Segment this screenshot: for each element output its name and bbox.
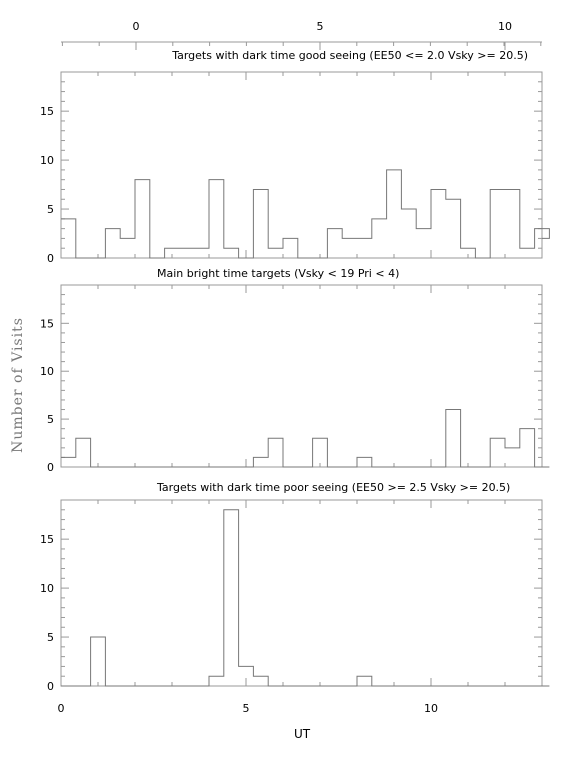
histogram-bin bbox=[327, 229, 342, 258]
histogram-bin bbox=[209, 676, 224, 686]
histogram-bin bbox=[387, 170, 402, 258]
top-tick-label: 5 bbox=[317, 20, 324, 33]
histogram-bin bbox=[490, 189, 505, 258]
histogram-bin bbox=[342, 238, 357, 258]
y-tick-label: 10 bbox=[40, 582, 54, 595]
top-axis-ticks: 0 5 10 bbox=[61, 20, 542, 50]
histogram-bin bbox=[461, 248, 476, 258]
top-tick-label: 0 bbox=[133, 20, 140, 33]
panel-title: Targets with dark time poor seeing (EE50… bbox=[156, 481, 510, 494]
histogram-bin bbox=[135, 180, 150, 258]
histogram-bin bbox=[194, 248, 209, 258]
histogram-bin bbox=[416, 229, 431, 258]
histogram-bin bbox=[224, 510, 239, 686]
x-tick-label: 10 bbox=[424, 702, 438, 715]
histogram-bin bbox=[357, 457, 372, 467]
histogram-bin bbox=[105, 229, 120, 258]
histogram-bin bbox=[224, 248, 239, 258]
histogram-bin bbox=[253, 676, 268, 686]
histogram-bin bbox=[505, 448, 520, 467]
panel-title: Targets with dark time good seeing (EE50… bbox=[171, 49, 528, 62]
histogram-bin bbox=[535, 229, 542, 258]
histogram-outline bbox=[61, 409, 550, 468]
panel-dark-good-seeing: Targets with dark time good seeing (EE50… bbox=[40, 49, 550, 265]
x-tick-label: 0 bbox=[58, 702, 65, 715]
histogram-bin bbox=[91, 637, 106, 686]
y-axis-label: Number of Visits bbox=[10, 317, 26, 453]
histogram-bin bbox=[357, 676, 372, 686]
histogram-bin bbox=[253, 189, 268, 258]
histogram-bin bbox=[209, 180, 224, 258]
histogram-bin bbox=[268, 248, 283, 258]
plot-frame bbox=[60, 284, 543, 468]
histogram-bin bbox=[446, 410, 461, 467]
histogram-bin bbox=[372, 219, 387, 258]
histogram-bin bbox=[505, 189, 520, 258]
y-tick-label: 15 bbox=[40, 533, 54, 546]
y-tick-label: 10 bbox=[40, 365, 54, 378]
y-tick-label: 15 bbox=[40, 317, 54, 330]
histogram-bin bbox=[268, 438, 283, 467]
plot-frame bbox=[60, 71, 543, 259]
histogram-bin bbox=[520, 248, 535, 258]
histogram-outline bbox=[61, 169, 550, 259]
histogram-bin bbox=[401, 209, 416, 258]
y-tick-label: 10 bbox=[40, 154, 54, 167]
histogram-bin bbox=[357, 238, 372, 258]
top-tick-label: 10 bbox=[498, 20, 512, 33]
histogram-bin bbox=[179, 248, 194, 258]
histogram-bin bbox=[283, 238, 298, 258]
plot-frame bbox=[60, 499, 543, 687]
y-tick-label: 5 bbox=[47, 631, 54, 644]
y-tick-label: 5 bbox=[47, 203, 54, 216]
histogram-bin bbox=[313, 438, 328, 467]
y-tick-label: 0 bbox=[47, 461, 54, 474]
panel-bright-time: Main bright time targets (Vsky < 19 Pri … bbox=[40, 267, 550, 474]
y-tick-label: 0 bbox=[47, 680, 54, 693]
y-tick-label: 0 bbox=[47, 252, 54, 265]
histogram-bin bbox=[61, 219, 76, 258]
histogram-outline bbox=[61, 509, 550, 687]
histogram-bin bbox=[431, 189, 446, 258]
y-tick-label: 15 bbox=[40, 105, 54, 118]
histogram-bin bbox=[165, 248, 180, 258]
x-tick-label: 5 bbox=[243, 702, 250, 715]
histogram-bin bbox=[446, 199, 461, 258]
histogram-bin bbox=[253, 457, 268, 467]
x-axis-label: UT bbox=[294, 727, 311, 741]
histogram-bin bbox=[490, 438, 505, 467]
top-ut-axis: 0 5 10 bbox=[61, 20, 542, 50]
histogram-bin bbox=[120, 238, 135, 258]
histogram-bin bbox=[520, 429, 535, 467]
histogram-bin bbox=[76, 438, 91, 467]
panel-title: Main bright time targets (Vsky < 19 Pri … bbox=[157, 267, 399, 280]
histogram-bin bbox=[61, 457, 76, 467]
histogram-bin bbox=[239, 666, 254, 686]
panel-dark-poor-seeing: Targets with dark time poor seeing (EE50… bbox=[40, 481, 550, 715]
y-tick-label: 5 bbox=[47, 413, 54, 426]
